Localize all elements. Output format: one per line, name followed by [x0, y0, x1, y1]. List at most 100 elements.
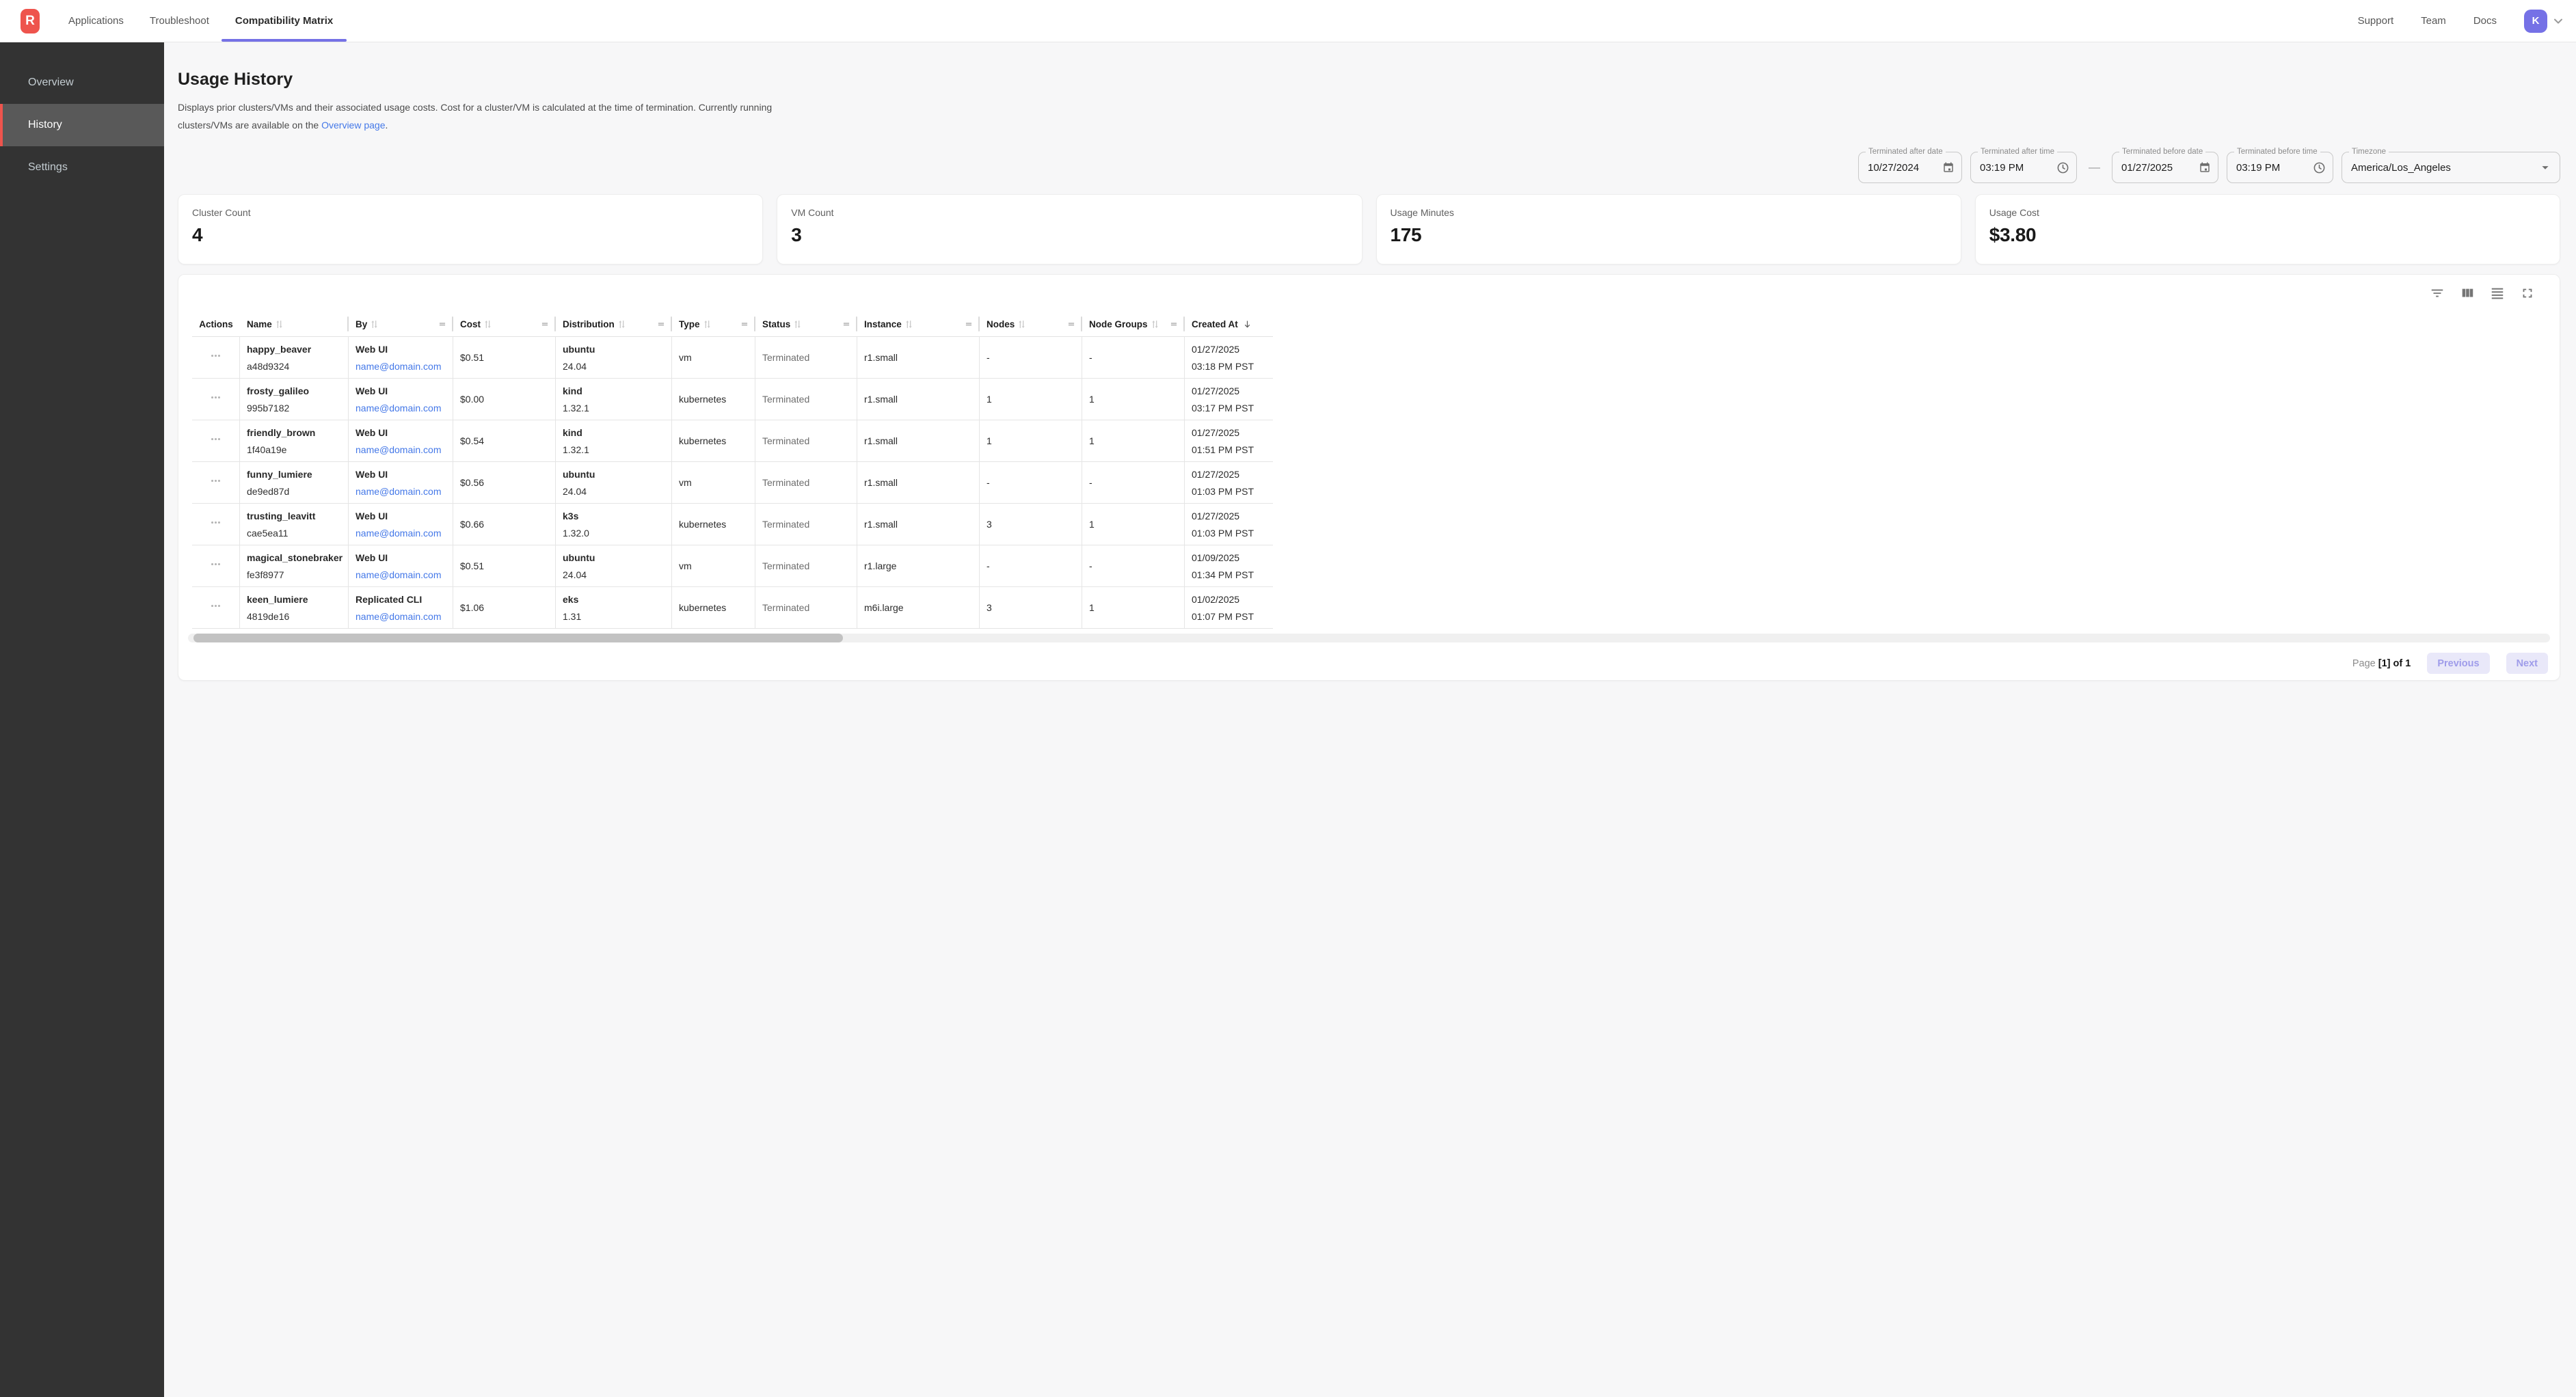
filter-terminated-before-time[interactable]: Terminated before time 03:19 PM — [2227, 148, 2333, 183]
horizontal-scrollbar[interactable] — [188, 634, 2550, 642]
filter-terminated-after-time[interactable]: Terminated after time 03:19 PM — [1970, 148, 2077, 183]
nav-item-compatibility-matrix[interactable]: Compatibility Matrix — [221, 0, 347, 42]
sort-icon[interactable] — [275, 319, 284, 329]
cell-by-link[interactable]: name@domain.com — [355, 360, 442, 372]
cell-actions — [192, 337, 240, 378]
sort-icon[interactable] — [370, 319, 379, 329]
column-separator[interactable] — [1081, 316, 1082, 331]
column-header-status[interactable]: Status — [755, 312, 857, 336]
top-navigation-bar: R Applications Troubleshoot Compatibility … — [0, 0, 2576, 42]
row-actions-button[interactable] — [210, 475, 222, 490]
cell-by-link[interactable]: name@domain.com — [355, 610, 442, 622]
cell-by-link[interactable]: name@domain.com — [355, 485, 442, 497]
cell-by-link[interactable]: name@domain.com — [355, 527, 442, 539]
cell-type-value: kubernetes — [679, 435, 727, 446]
sidebar-item-overview[interactable]: Overview — [0, 62, 164, 104]
column-separator[interactable] — [671, 316, 672, 331]
overview-page-link[interactable]: Overview page — [321, 120, 386, 131]
column-header-type[interactable]: Type — [672, 312, 755, 336]
avatar[interactable]: K — [2524, 9, 2547, 33]
row-actions-button[interactable] — [210, 558, 222, 573]
column-header-cost[interactable]: Cost — [453, 312, 556, 336]
filter-terminated-after-date[interactable]: Terminated after date 10/27/2024 — [1858, 148, 1962, 183]
cell-by-link[interactable]: name@domain.com — [355, 444, 442, 455]
cell-by-line1: Web UI — [355, 468, 388, 480]
column-separator[interactable] — [1183, 316, 1185, 331]
clock-icon[interactable] — [2313, 161, 2326, 174]
column-menu-icon[interactable] — [740, 319, 749, 329]
column-menu-icon[interactable] — [964, 319, 974, 329]
column-header-created-at[interactable]: Created At — [1185, 312, 1273, 336]
column-menu-icon[interactable] — [842, 319, 851, 329]
filter-terminated-before-date[interactable]: Terminated before date 01/27/2025 — [2112, 148, 2218, 183]
sidebar-item-history[interactable]: History — [0, 104, 164, 146]
cell-created-at: 01/09/2025 01:34 PM PST — [1185, 545, 1273, 586]
column-header-by[interactable]: By — [349, 312, 453, 336]
sort-icon[interactable] — [793, 319, 802, 329]
previous-page-button[interactable]: Previous — [2427, 653, 2490, 674]
filter-timezone[interactable]: Timezone America/Los_Angeles — [2342, 148, 2560, 183]
sort-icon[interactable] — [1151, 319, 1159, 329]
calendar-icon[interactable] — [1942, 161, 1955, 174]
sort-icon[interactable] — [483, 319, 492, 329]
column-header-node-groups[interactable]: Node Groups — [1082, 312, 1185, 336]
column-menu-icon[interactable] — [540, 319, 550, 329]
nav-item-applications[interactable]: Applications — [68, 15, 124, 27]
clock-icon[interactable] — [2056, 161, 2069, 174]
row-actions-button[interactable] — [210, 517, 222, 532]
cell-by-link[interactable]: name@domain.com — [355, 569, 442, 580]
nav-item-docs[interactable]: Docs — [2473, 15, 2497, 27]
sort-icon[interactable] — [904, 319, 913, 329]
cell-name-line1: trusting_leavitt — [247, 510, 316, 521]
horizontal-scrollbar-thumb[interactable] — [193, 634, 843, 642]
column-menu-icon[interactable] — [438, 319, 447, 329]
column-header-instance[interactable]: Instance — [857, 312, 980, 336]
description-text-end: . — [385, 120, 388, 131]
sort-icon[interactable] — [1017, 319, 1026, 329]
next-page-button[interactable]: Next — [2506, 653, 2548, 674]
column-header-name[interactable]: Name — [240, 312, 349, 336]
sidebar-item-settings[interactable]: Settings — [0, 146, 164, 189]
arrow-down-icon[interactable] — [1242, 319, 1252, 329]
dropdown-arrow-icon[interactable] — [2538, 160, 2553, 175]
column-separator[interactable] — [978, 316, 980, 331]
columns-icon[interactable] — [2460, 286, 2475, 301]
user-menu[interactable]: K — [2524, 9, 2565, 33]
nav-item-team[interactable]: Team — [2421, 15, 2446, 27]
cell-status-value: Terminated — [762, 477, 810, 488]
calendar-icon[interactable] — [2199, 161, 2211, 174]
sort-icon[interactable] — [617, 319, 626, 329]
replicated-logo[interactable]: R — [21, 8, 40, 33]
row-actions-button[interactable] — [210, 433, 222, 448]
nav-item-support[interactable]: Support — [2357, 15, 2394, 27]
cell-status: Terminated — [755, 337, 857, 378]
column-menu-icon[interactable] — [1066, 319, 1076, 329]
column-separator[interactable] — [754, 316, 755, 331]
cell-node-groups-value: 1 — [1089, 435, 1095, 446]
column-menu-icon[interactable] — [1169, 319, 1179, 329]
row-actions-button[interactable] — [210, 350, 222, 365]
density-icon[interactable] — [2490, 286, 2505, 301]
column-separator[interactable] — [856, 316, 857, 331]
filter-icon[interactable] — [2430, 286, 2445, 301]
column-header-distribution[interactable]: Distribution — [556, 312, 672, 336]
column-separator[interactable] — [554, 316, 556, 331]
chevron-down-icon[interactable] — [2551, 14, 2565, 28]
column-header-nodes[interactable]: Nodes — [980, 312, 1082, 336]
nav-item-troubleshoot[interactable]: Troubleshoot — [149, 15, 209, 27]
cell-distribution: ubuntu 24.04 — [556, 545, 672, 586]
column-separator[interactable] — [452, 316, 453, 331]
cell-distribution: kind 1.32.1 — [556, 420, 672, 461]
sidebar-item-label: History — [28, 119, 62, 131]
cell-nodes: 3 — [980, 587, 1082, 628]
row-actions-button[interactable] — [210, 392, 222, 407]
column-separator[interactable] — [347, 316, 349, 331]
cell-by-link[interactable]: name@domain.com — [355, 402, 442, 413]
row-actions-button[interactable] — [210, 600, 222, 615]
cell-cost: $0.00 — [453, 379, 556, 420]
cell-distribution-line2: 1.32.1 — [563, 444, 589, 455]
sort-icon[interactable] — [703, 319, 712, 329]
fullscreen-icon[interactable] — [2520, 286, 2535, 301]
column-menu-icon[interactable] — [656, 319, 666, 329]
cell-nodes: - — [980, 545, 1082, 586]
